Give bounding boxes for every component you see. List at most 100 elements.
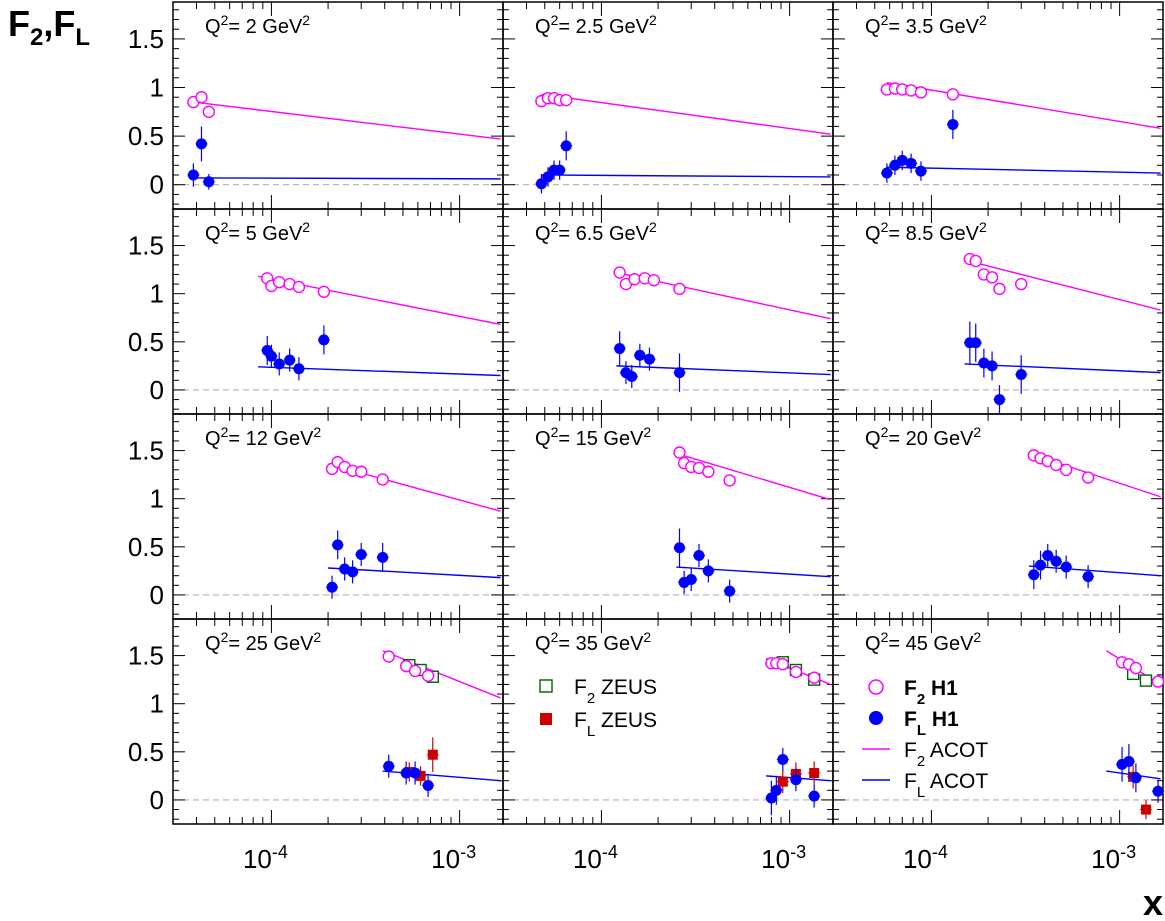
f2-h1-point [807,671,821,684]
x-axis-title: x [1143,882,1163,921]
y-tick-label: 1.5 [128,436,164,466]
fl-h1-point [896,154,908,166]
fl-h1-point [355,549,367,561]
f2-h1-point [904,84,918,97]
fl-h1-point [1082,571,1094,583]
fl-h1-point [1152,785,1164,797]
y-axis-title: F2,FL [8,3,90,51]
f2-h1-point [1049,458,1063,472]
y-tick-label: 0 [150,170,164,200]
fl-zeus-point [427,749,438,760]
panel-q2-20: Q2= 20 GeV2 [832,413,1164,620]
fl-h1-point [422,780,434,792]
fl-acot-curve [886,166,1161,174]
legend-label: FL ACOT [904,770,988,801]
f2-h1-point [292,280,306,294]
f2-h1-point [702,465,715,478]
fl-h1-point [993,394,1005,406]
panel-q2-5: Q2= 5 GeV2 [172,208,504,415]
fl-h1-point [986,360,998,372]
fl-h1-point [347,566,359,578]
fl-h1-point [273,358,285,370]
f2-h1-point [273,275,286,289]
y-tick-label: 0.5 [128,532,164,562]
fl-h1-point [326,581,338,593]
legend-label: FL ZEUS [574,709,657,740]
fl-h1-point [400,767,412,779]
fl-zeus-point [777,776,788,787]
fl-zeus-point [809,767,820,778]
fl-zeus-point [1140,804,1151,815]
legend-label: F2 ACOT [904,739,988,770]
y-tick-label: 1 [150,279,164,309]
f2-h1-point [408,664,422,678]
fl-acot-curve [541,174,831,178]
panel-frame [502,618,834,825]
fl-h1-point [643,353,655,365]
panel-q2-label: Q2= 15 GeV2 [535,424,651,450]
f2-h1-point [673,282,686,296]
x-tick-label: 10-3 [761,842,806,874]
y-tick-label: 1 [150,689,164,719]
fl-h1-point [1015,369,1027,381]
f2-h1-point [914,86,928,99]
panel-q2-25: Q2= 25 GeV2 [172,618,504,825]
fl-h1-point [915,165,927,177]
legend-symbol-fl-h1 [869,711,883,725]
fl-h1-point [777,754,789,766]
tick-labels-layer: 0 0.5 1 1.5 0 0.5 1 1.5 0 0.5 1 1.5 0 0.5 1 1.5 10-4 10-3… [128,24,1136,874]
panel-frame [832,618,1164,825]
fl-h1-point [1028,569,1040,581]
panel-frame [172,618,504,825]
legend-marker [868,679,884,695]
fl-acot-curve [676,566,831,578]
panel-q2-label: Q2= 45 GeV2 [865,629,981,655]
f2-h1-point [421,669,435,682]
fl-h1-point [1042,549,1054,561]
fl-h1-point [265,350,277,362]
f2-h1-point [376,473,389,486]
f2-h1-point [647,274,661,287]
panels-layer: Q2= 2 GeV2 Q2= 2.5 GeV2 Q2= 3.5 GeV2 Q2= 5 … [172,1,1165,825]
fl-zeus-point [415,770,426,781]
f2-h1-point [613,266,626,279]
fl-h1-point [808,790,820,802]
f2-h1-point [560,93,573,107]
f2-acot-curve [541,93,831,135]
fl-h1-point [1060,561,1072,573]
f2-acot-curve [382,650,501,699]
panel-q2-label: Q2= 35 GeV2 [535,629,651,655]
panel-q2-2: Q2= 2 GeV2 [172,1,504,210]
f2-h1-point [776,658,790,671]
fl-h1-point [770,784,782,796]
fl-h1-point [1123,755,1135,767]
panel-q2-35: Q2= 35 GeV2 [502,618,834,825]
f2-h1-point [1129,661,1143,675]
f2-acot-curve [886,81,1161,130]
f2-h1-point [202,105,216,119]
panel-frame [832,1,1164,210]
panel-q2-15: Q2= 15 GeV2 [502,413,834,620]
panel-frame [172,208,504,415]
fl-h1-point [203,176,215,188]
fl-h1-point [409,767,421,779]
legend-marker [540,713,552,725]
f2-h1-point [985,271,999,284]
panel-q2-6-5: Q2= 6.5 GeV2 [502,208,834,415]
fl-h1-point [685,574,697,586]
fl-h1-point [554,164,566,176]
panel-q2-label: Q2= 8.5 GeV2 [865,219,987,245]
f2-acot-curve [676,452,831,501]
fl-h1-point [702,565,714,577]
x-tick-label: 10-4 [573,842,618,874]
fl-h1-point [293,363,305,375]
f2-h1-point [969,254,982,268]
f2-h1-point [382,650,395,663]
x-tick-label: 10-3 [431,842,476,874]
y-tick-label: 1.5 [128,231,164,261]
panel-q2-label: Q2= 3.5 GeV2 [865,12,987,38]
panel-q2-45: Q2= 45 GeV2 [832,618,1165,825]
y-tick-label: 0.5 [128,121,164,151]
